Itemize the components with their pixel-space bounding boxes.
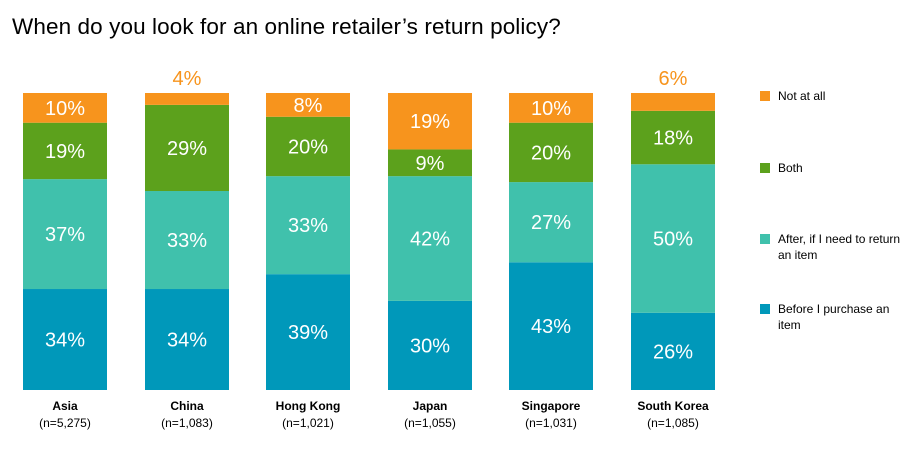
bar-segment-japan-after-if-i-need-to-return-an-item <box>388 176 472 301</box>
x-tick-label-hong-kong: Hong Kong <box>276 399 341 413</box>
legend-swatch-both <box>760 163 770 173</box>
data-label-singapore-before-i-purchase-an-item: 43% <box>531 316 571 338</box>
bar-segment-china-not-at-all <box>145 93 229 105</box>
data-label-china-both: 29% <box>167 138 207 160</box>
x-tick-sample-size-singapore: (n=1,031) <box>525 416 577 430</box>
bar-segment-singapore-after-if-i-need-to-return-an-item <box>509 182 593 263</box>
chart-title: When do you look for an online retailer’… <box>12 14 561 39</box>
x-tick-label-singapore: Singapore <box>522 399 581 413</box>
bar-segment-hong-kong-both <box>266 116 350 177</box>
bar-segment-asia-both <box>23 122 107 180</box>
bar-segment-hong-kong-after-if-i-need-to-return-an-item <box>266 176 350 275</box>
data-label-asia-both: 19% <box>45 141 85 163</box>
data-label-singapore-not-at-all: 10% <box>531 98 571 120</box>
legend-item-before-i-purchase-an-item: Before I purchase an item <box>760 301 908 333</box>
data-label-south-korea-after-if-i-need-to-return-an-item: 50% <box>653 229 693 251</box>
legend-item-both: Both <box>760 160 908 176</box>
data-label-japan-after-if-i-need-to-return-an-item: 42% <box>410 229 450 251</box>
x-tick-sample-size-asia: (n=5,275) <box>39 416 91 430</box>
data-label-south-korea-both: 18% <box>653 128 693 150</box>
legend-label-after-if-i-need-to-return-an-item: After, if I need to return an item <box>778 232 901 262</box>
legend-item-after-if-i-need-to-return-an-item: After, if I need to return an item <box>760 231 908 263</box>
bar-segment-singapore-not-at-all <box>509 93 593 123</box>
data-label-asia-after-if-i-need-to-return-an-item: 37% <box>45 224 85 246</box>
data-label-china-after-if-i-need-to-return-an-item: 33% <box>167 230 207 252</box>
x-tick-label-asia: Asia <box>52 399 78 413</box>
data-label-asia-not-at-all: 10% <box>45 98 85 120</box>
bar-segment-south-korea-both <box>631 110 715 165</box>
bar-segment-south-korea-not-at-all <box>631 93 715 111</box>
legend-swatch-before-i-purchase-an-item <box>760 304 770 314</box>
legend-label-before-i-purchase-an-item: Before I purchase an item <box>778 302 890 332</box>
bar-segment-china-before-i-purchase-an-item <box>145 289 229 390</box>
data-label-hong-kong-before-i-purchase-an-item: 39% <box>288 322 328 344</box>
data-label-japan-not-at-all: 19% <box>410 111 450 133</box>
bar-segment-singapore-both <box>509 122 593 183</box>
data-label-singapore-after-if-i-need-to-return-an-item: 27% <box>531 212 571 234</box>
data-label-china-not-at-all: 4% <box>173 68 202 90</box>
data-label-south-korea-not-at-all: 6% <box>659 68 688 90</box>
legend-swatch-not-at-all <box>760 91 770 101</box>
x-tick-label-japan: Japan <box>413 399 448 413</box>
data-label-hong-kong-not-at-all: 8% <box>294 95 323 117</box>
legend: Not at all Both After, if I need to return… <box>760 0 909 460</box>
data-label-hong-kong-after-if-i-need-to-return-an-item: 33% <box>288 215 328 237</box>
bar-segment-hong-kong-not-at-all <box>266 93 350 117</box>
legend-swatch-after-if-i-need-to-return-an-item <box>760 234 770 244</box>
legend-label-not-at-all: Not at all <box>778 89 826 103</box>
data-label-hong-kong-both: 20% <box>288 136 328 158</box>
x-tick-sample-size-hong-kong: (n=1,021) <box>282 416 334 430</box>
x-tick-sample-size-china: (n=1,083) <box>161 416 213 430</box>
data-label-asia-before-i-purchase-an-item: 34% <box>45 330 85 352</box>
legend-label-both: Both <box>778 161 803 175</box>
data-label-china-before-i-purchase-an-item: 34% <box>167 330 207 352</box>
data-label-japan-before-i-purchase-an-item: 30% <box>410 335 450 357</box>
bar-segment-asia-before-i-purchase-an-item <box>23 289 107 390</box>
bar-segment-asia-not-at-all <box>23 93 107 123</box>
bar-segment-japan-both <box>388 149 472 177</box>
x-tick-label-south-korea: South Korea <box>637 399 709 413</box>
bar-segment-japan-not-at-all <box>388 93 472 150</box>
bar-segment-hong-kong-before-i-purchase-an-item <box>266 274 350 390</box>
bar-segment-south-korea-before-i-purchase-an-item <box>631 312 715 390</box>
bar-segment-asia-after-if-i-need-to-return-an-item <box>23 179 107 290</box>
bar-segment-china-after-if-i-need-to-return-an-item <box>145 191 229 290</box>
data-label-singapore-both: 20% <box>531 142 571 164</box>
x-tick-sample-size-south-korea: (n=1,085) <box>647 416 699 430</box>
bar-segment-singapore-before-i-purchase-an-item <box>509 262 593 390</box>
legend-item-not-at-all: Not at all <box>760 88 908 104</box>
x-tick-label-china: China <box>170 399 204 413</box>
bar-segment-china-both <box>145 104 229 192</box>
bar-segment-japan-before-i-purchase-an-item <box>388 300 472 390</box>
x-tick-sample-size-japan: (n=1,055) <box>404 416 456 430</box>
bar-segment-south-korea-after-if-i-need-to-return-an-item <box>631 164 715 313</box>
data-label-south-korea-before-i-purchase-an-item: 26% <box>653 341 693 363</box>
data-label-japan-both: 9% <box>416 153 445 175</box>
